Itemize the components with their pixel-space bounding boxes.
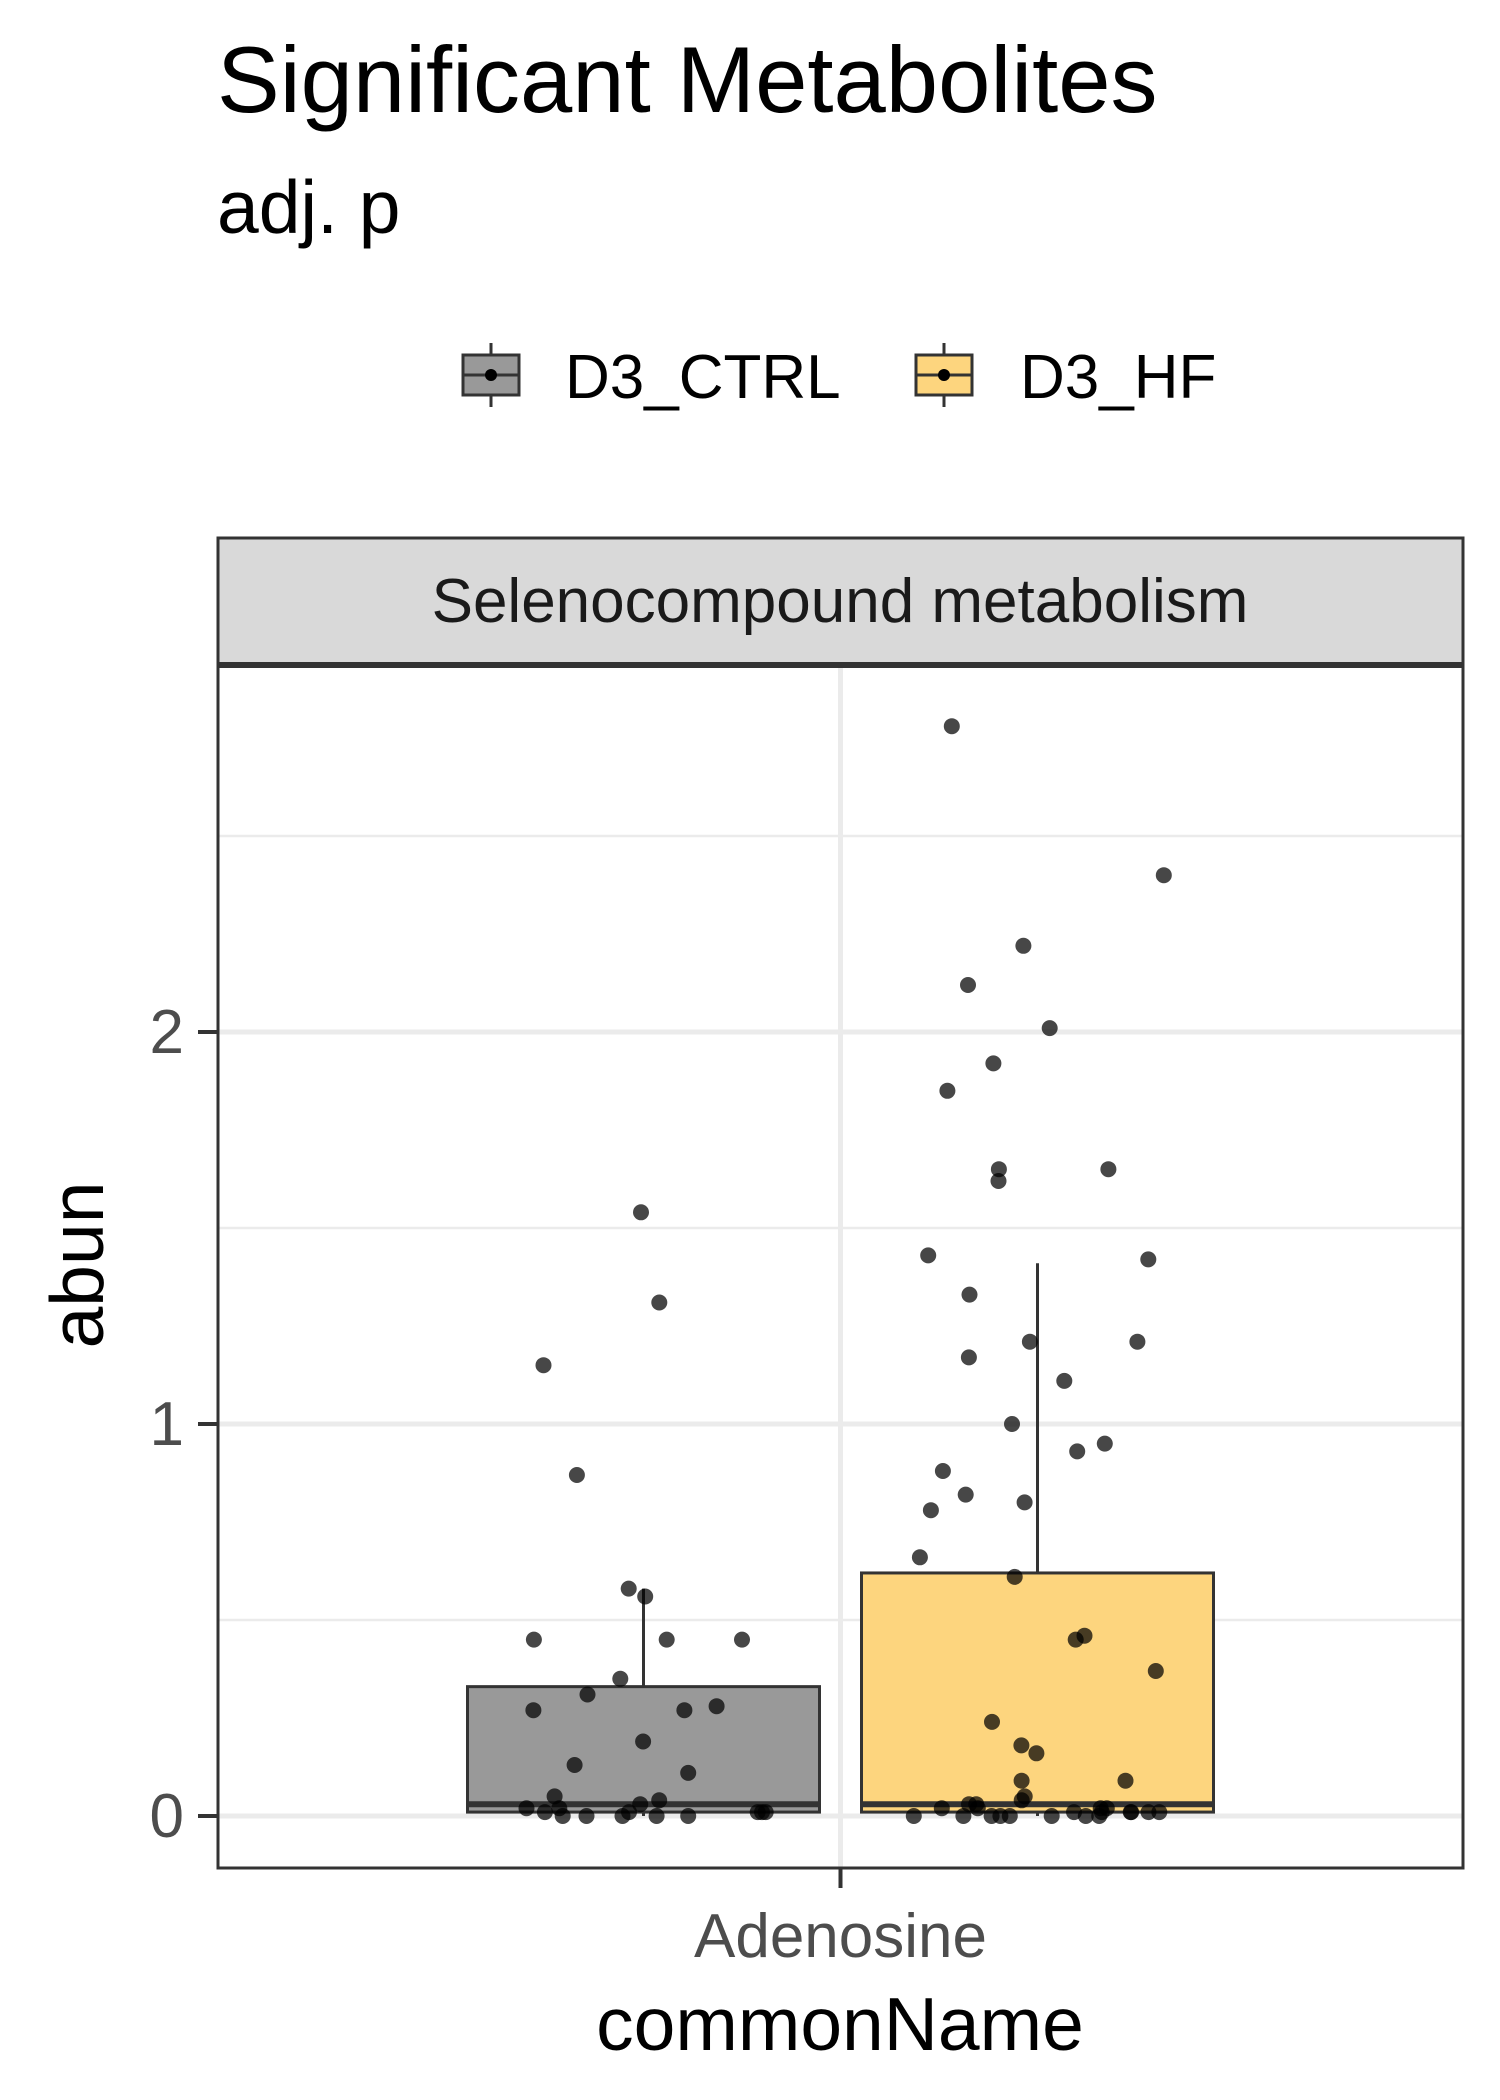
data-points [518, 718, 1172, 1824]
data-point [1013, 1792, 1030, 1809]
data-point [1028, 1745, 1045, 1762]
data-point [934, 1463, 951, 1479]
legend-label-hf: D3_HF [1020, 343, 1216, 412]
y-tick-label: 1 [150, 1390, 184, 1459]
data-point [1001, 1808, 1018, 1824]
data-point [1147, 1663, 1164, 1679]
data-point [1077, 1808, 1094, 1824]
data-point [985, 1055, 1002, 1072]
chart-subtitle: adj. p [217, 165, 400, 249]
legend-key-hf [914, 343, 974, 407]
data-point [960, 977, 976, 993]
data-point [939, 1082, 956, 1099]
x-axis-title: commonName [596, 1982, 1084, 2066]
data-point [1067, 1631, 1084, 1648]
data-point [933, 1800, 950, 1817]
data-point [518, 1800, 535, 1817]
data-point [984, 1713, 1000, 1730]
y-tick-label: 2 [150, 998, 184, 1067]
data-point [1041, 1020, 1058, 1037]
data-point [754, 1804, 770, 1821]
data-point [1006, 1568, 1023, 1585]
data-point [525, 1631, 542, 1648]
data-point [578, 1808, 595, 1824]
data-point [911, 1549, 928, 1566]
data-point [1140, 1251, 1157, 1268]
data-point [1140, 1804, 1157, 1821]
data-point [566, 1757, 583, 1773]
data-point [1021, 1333, 1038, 1350]
y-axis-title: abun [35, 1182, 119, 1349]
data-point [680, 1764, 697, 1781]
facet-strip [216, 536, 1465, 667]
data-point [658, 1631, 675, 1648]
data-point [1100, 1161, 1117, 1178]
data-point [922, 1502, 939, 1519]
data-point [1016, 1494, 1033, 1511]
data-point [535, 1357, 552, 1374]
data-point [955, 1808, 972, 1824]
legend: D3_CTRL D3_HF [461, 343, 1216, 412]
data-point [637, 1588, 654, 1605]
boxplot-D3_HF [860, 1263, 1215, 1816]
data-point [676, 1702, 693, 1719]
data-point [525, 1702, 542, 1719]
box [860, 1571, 1215, 1814]
y-tick-label: 0 [150, 1782, 184, 1851]
data-point [1056, 1372, 1073, 1389]
data-point [920, 1247, 937, 1264]
data-point [943, 718, 960, 735]
data-point [969, 1800, 986, 1817]
grid [218, 665, 1463, 1868]
data-point [633, 1204, 649, 1221]
data-point [635, 1733, 652, 1750]
data-point [905, 1808, 922, 1824]
data-point [648, 1808, 665, 1824]
data-point [1129, 1333, 1146, 1350]
facet-label: Selenocompound metabolism [432, 567, 1249, 636]
data-point [632, 1796, 649, 1813]
data-point [536, 1804, 553, 1821]
data-point [579, 1686, 596, 1703]
data-point [960, 1349, 977, 1366]
data-point [1123, 1804, 1140, 1821]
data-point [734, 1631, 750, 1648]
legend-key-ctrl [461, 343, 521, 407]
data-point [957, 1486, 974, 1503]
data-point [620, 1580, 637, 1597]
data-point [1091, 1808, 1108, 1824]
data-point [1096, 1435, 1113, 1452]
data-point [554, 1808, 571, 1824]
data-point [1015, 937, 1032, 954]
data-point [1043, 1808, 1060, 1824]
data-point [961, 1286, 978, 1303]
data-point [680, 1808, 697, 1824]
data-point [1069, 1443, 1086, 1460]
data-point [612, 1670, 629, 1687]
data-point [1013, 1737, 1030, 1754]
data-point [1117, 1772, 1134, 1789]
chart-title: Significant Metabolites [217, 27, 1158, 132]
data-point [651, 1792, 668, 1809]
x-tick-label: Adenosine [694, 1902, 987, 1971]
axes: 0 1 2 Adenosine [150, 998, 988, 1971]
data-point [990, 1173, 1007, 1189]
data-point [1013, 1772, 1030, 1789]
legend-label-ctrl: D3_CTRL [565, 343, 841, 412]
data-point [614, 1808, 631, 1824]
data-point [651, 1294, 668, 1311]
data-point [990, 1161, 1007, 1178]
data-point [1004, 1416, 1020, 1432]
data-point [708, 1698, 725, 1715]
data-point [568, 1467, 585, 1483]
data-point [1155, 867, 1172, 884]
